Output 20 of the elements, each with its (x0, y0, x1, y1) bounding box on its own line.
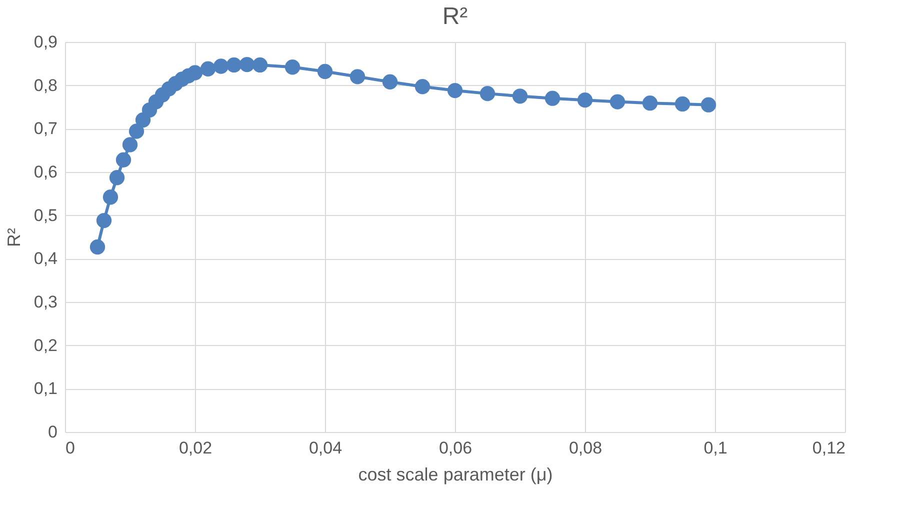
y-tick-label: 0,4 (34, 249, 58, 268)
x-axis-title: cost scale parameter (μ) (358, 464, 553, 484)
y-tick-label: 0,8 (34, 76, 58, 95)
x-tick-label: 0,1 (704, 438, 728, 458)
y-axis-title: R² (4, 228, 24, 247)
y-tick-label: 0,1 (34, 379, 58, 398)
x-tick-label: 0,04 (308, 438, 342, 458)
x-tick-label: 0,06 (438, 438, 472, 458)
y-tick-label: 0,9 (34, 32, 58, 52)
x-tick-label: 0,02 (178, 438, 212, 458)
y-tick-label: 0 (48, 422, 58, 442)
y-tick-label: 0,5 (34, 206, 58, 225)
y-tick-label: 0,6 (34, 162, 58, 182)
x-tick-label: 0,08 (568, 438, 602, 458)
chart-title: R² (442, 3, 468, 30)
y-tick-label: 0,2 (34, 336, 58, 355)
y-tick-label: 0,3 (34, 292, 58, 312)
x-tick-label: 0 (66, 438, 75, 458)
x-tick-label: 0,12 (812, 438, 846, 458)
y-tick-label: 0,7 (34, 119, 58, 138)
